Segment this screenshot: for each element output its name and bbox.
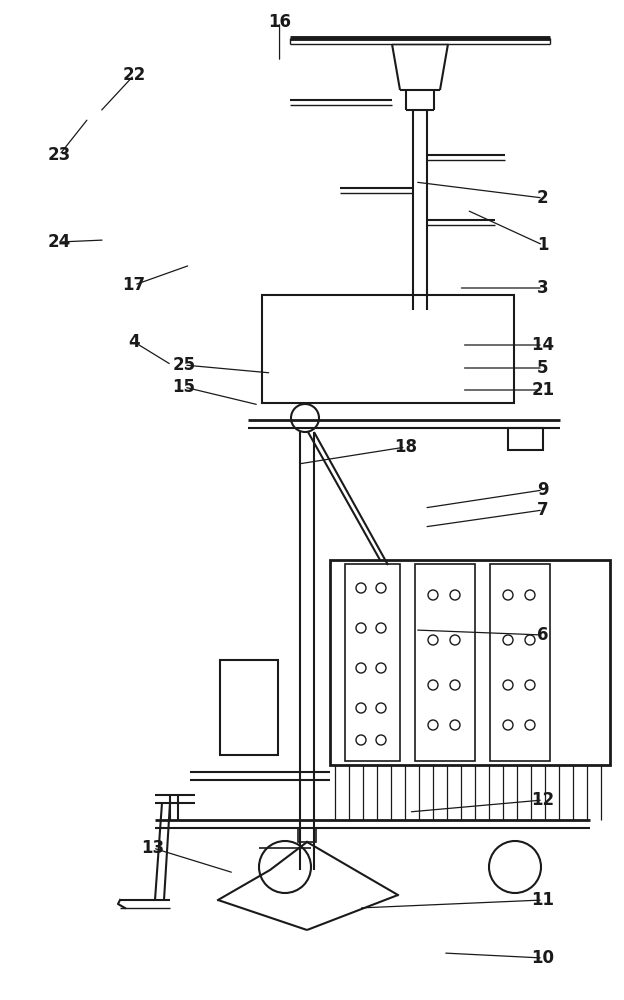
Circle shape: [503, 720, 513, 730]
Circle shape: [428, 720, 438, 730]
Circle shape: [503, 680, 513, 690]
Text: 9: 9: [537, 481, 548, 499]
Bar: [220, 660, 278, 755]
Circle shape: [376, 623, 386, 633]
Text: 21: 21: [531, 381, 555, 399]
Circle shape: [525, 720, 535, 730]
Text: 4: 4: [129, 333, 140, 351]
Text: 15: 15: [173, 378, 195, 396]
Circle shape: [450, 635, 460, 645]
Circle shape: [376, 735, 386, 745]
Text: 16: 16: [268, 13, 291, 31]
Bar: [508, 428, 543, 450]
Text: 1: 1: [537, 236, 548, 254]
Text: 13: 13: [141, 839, 165, 857]
Circle shape: [525, 590, 535, 600]
Bar: [345, 564, 400, 761]
Bar: [330, 560, 610, 765]
Text: 7: 7: [537, 501, 548, 519]
Text: 12: 12: [531, 791, 555, 809]
Circle shape: [356, 703, 366, 713]
Bar: [298, 828, 316, 842]
Circle shape: [525, 635, 535, 645]
Bar: [415, 564, 475, 761]
Text: 10: 10: [532, 949, 554, 967]
Text: 23: 23: [47, 146, 71, 164]
Circle shape: [428, 635, 438, 645]
Bar: [262, 295, 514, 403]
Text: 6: 6: [537, 626, 548, 644]
Circle shape: [356, 623, 366, 633]
Text: 24: 24: [47, 233, 71, 251]
Circle shape: [428, 590, 438, 600]
Text: 18: 18: [394, 438, 417, 456]
Ellipse shape: [489, 841, 541, 893]
Circle shape: [356, 735, 366, 745]
Text: 25: 25: [172, 356, 196, 374]
Circle shape: [376, 583, 386, 593]
Text: 2: 2: [537, 189, 548, 207]
Circle shape: [356, 583, 366, 593]
Circle shape: [503, 590, 513, 600]
Text: 5: 5: [537, 359, 548, 377]
Text: 11: 11: [532, 891, 554, 909]
Circle shape: [376, 703, 386, 713]
Text: 22: 22: [122, 66, 146, 84]
Circle shape: [450, 720, 460, 730]
Text: 14: 14: [531, 336, 555, 354]
Circle shape: [450, 590, 460, 600]
Circle shape: [450, 680, 460, 690]
Circle shape: [376, 663, 386, 673]
Circle shape: [428, 680, 438, 690]
Circle shape: [356, 663, 366, 673]
Ellipse shape: [259, 841, 311, 893]
Circle shape: [525, 680, 535, 690]
Circle shape: [291, 404, 319, 432]
Circle shape: [503, 635, 513, 645]
Bar: [490, 564, 550, 761]
Text: 3: 3: [537, 279, 548, 297]
Text: 17: 17: [122, 276, 146, 294]
